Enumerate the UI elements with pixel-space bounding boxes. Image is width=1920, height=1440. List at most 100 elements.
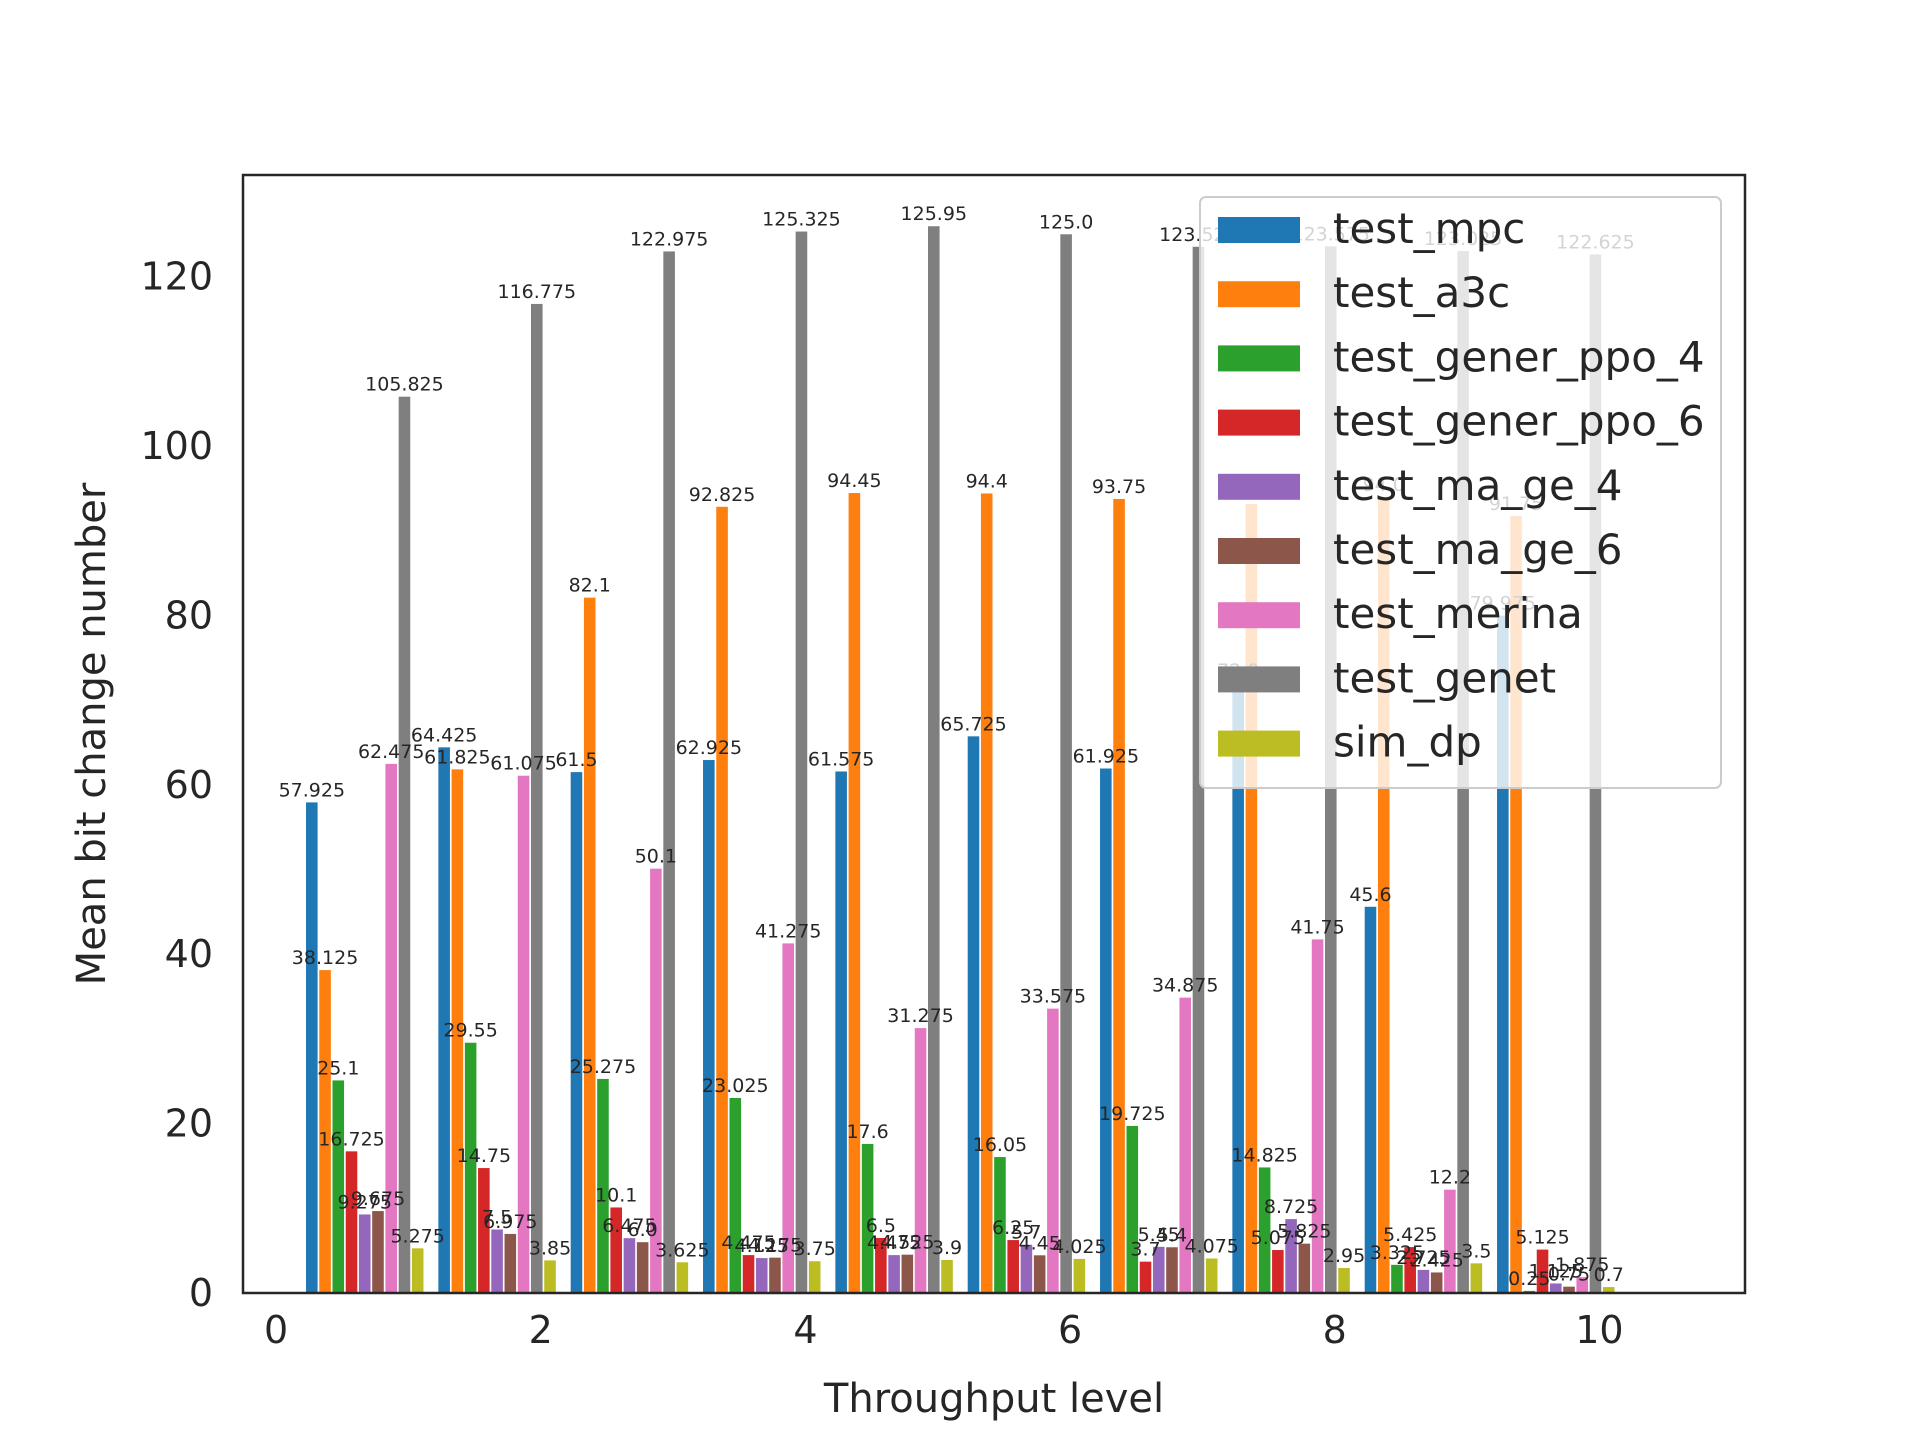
- bar-label-sim_dp-1: 3.85: [529, 1237, 571, 1259]
- legend-label-test_merina: test_merina: [1333, 589, 1583, 638]
- bar-test_mpc-4: [835, 771, 847, 1293]
- bar-sim_dp-0: [411, 1248, 424, 1293]
- bar-label-test_ma_ge_6-0: 9.675: [351, 1188, 405, 1210]
- bar-sim_dp-5: [1073, 1258, 1086, 1293]
- bar-label-test_gener_ppo_6-7: 5.075: [1251, 1227, 1305, 1249]
- bar-test_gener_ppo_4-5: [994, 1157, 1006, 1293]
- bar-label-test_ma_ge_4-7: 8.725: [1264, 1196, 1318, 1218]
- legend-swatch-test_ma_ge_6: [1218, 538, 1300, 564]
- legend-swatch-test_merina: [1218, 602, 1300, 629]
- bar-label-test_ma_ge_6-9: 0.75: [1548, 1264, 1590, 1286]
- legend-swatch-test_gener_ppo_4: [1218, 345, 1300, 372]
- y-tick-label-0: 0: [189, 1271, 213, 1315]
- bar-test_mpc-5: [967, 736, 980, 1293]
- bar-label-test_gener_ppo_4-2: 25.275: [570, 1056, 636, 1078]
- bar-label-sim_dp-9: 0.7: [1594, 1264, 1624, 1286]
- bar-test_mpc-0: [306, 802, 318, 1293]
- bar-label-test_ma_ge_6-1: 6.975: [483, 1211, 537, 1233]
- bar-test_merina-2: [650, 868, 662, 1293]
- bar-test_gener_ppo_6-2: [610, 1207, 622, 1293]
- bar-label-test_gener_ppo_4-4: 17.6: [846, 1121, 888, 1143]
- bar-label-test_merina-9: 1.875: [1555, 1254, 1609, 1276]
- y-tick-label-80: 80: [165, 593, 213, 637]
- bar-test_ma_ge_6-1: [504, 1233, 517, 1293]
- bar-test_mpc-9: [1497, 615, 1509, 1293]
- bar-label-test_ma_ge_6-4: 4.525: [880, 1232, 934, 1254]
- bar-sim_dp-8: [1470, 1263, 1483, 1293]
- bar-test_ma_ge_4-0: [358, 1214, 371, 1293]
- bar-label-test_ma_ge_4-6: 5.45: [1138, 1224, 1180, 1246]
- bar-label-sim_dp-4: 3.9: [932, 1237, 962, 1259]
- bar-label-test_gener_ppo_6-1: 14.75: [457, 1145, 511, 1167]
- bar-label-test_a3c-6: 93.75: [1092, 476, 1146, 498]
- legend-label-test_ma_ge_4: test_ma_ge_4: [1333, 461, 1623, 510]
- bar-test_merina-0: [385, 763, 398, 1293]
- bar-test_a3c-7: [1245, 504, 1258, 1293]
- bar-test_genet-3: [795, 231, 808, 1293]
- bar-test_merina-5: [1047, 1008, 1059, 1293]
- bar-label-test_merina-2: 50.1: [635, 846, 677, 868]
- bar-test_a3c-0: [319, 970, 331, 1293]
- bar-label-test_ma_ge_6-7: 5.825: [1277, 1221, 1331, 1243]
- legend-swatch-sim_dp: [1218, 730, 1300, 757]
- bar-test_ma_ge_6-2: [636, 1242, 649, 1293]
- bar-test_a3c-4: [848, 493, 861, 1293]
- bar-test_merina-7: [1311, 939, 1324, 1293]
- bar-test_ma_ge_4-3: [755, 1258, 768, 1293]
- bar-labels-layer: 57.925 64.425 61.5 62.925 61.575 65.725 61.925…: [279, 203, 1635, 1290]
- bar-test_gener_ppo_6-4: [875, 1237, 887, 1293]
- legend-label-test_genet: test_genet: [1333, 653, 1556, 702]
- bar-test_genet-6: [1192, 246, 1205, 1293]
- bar-label-test_gener_ppo_4-0: 25.1: [317, 1057, 359, 1079]
- bar-label-test_gener_ppo_4-1: 29.55: [443, 1020, 497, 1042]
- bar-sim_dp-3: [808, 1261, 821, 1293]
- bar-sim_dp-6: [1205, 1258, 1218, 1293]
- x-tick-label-0: 0: [264, 1308, 288, 1352]
- bar-label-test_mpc-4: 61.575: [808, 748, 874, 770]
- bar-label-test_gener_ppo_6-2: 10.1: [595, 1184, 637, 1206]
- bar-label-sim_dp-0: 5.275: [390, 1225, 444, 1247]
- legend-items: test_mpc test_a3c test_gener_ppo_4 test_gen…: [1218, 204, 1705, 767]
- bar-test_genet-2: [663, 251, 675, 1294]
- bar-label-test_merina-3: 41.275: [755, 920, 821, 942]
- bar-label-test_genet-1: 116.775: [497, 281, 576, 303]
- bar-label-test_merina-7: 41.75: [1290, 916, 1344, 938]
- bar-label-test_ma_ge_6-8: 2.425: [1409, 1249, 1463, 1271]
- bar-test_gener_ppo_4-6: [1126, 1125, 1139, 1293]
- bar-label-test_mpc-3: 62.925: [676, 737, 742, 759]
- y-tick-label-120: 120: [140, 255, 213, 299]
- bar-test_merina-1: [517, 775, 530, 1293]
- bar-test_ma_ge_6-3: [769, 1257, 781, 1293]
- x-tick-label-4: 4: [793, 1308, 817, 1352]
- bar-label-test_merina-6: 34.875: [1152, 975, 1218, 997]
- bar-test_merina-4: [914, 1028, 927, 1293]
- bar-test_gener_ppo_6-9: [1536, 1249, 1549, 1293]
- bar-test_gener_ppo_6-1: [478, 1168, 490, 1293]
- bar-label-test_merina-1: 61.075: [490, 753, 556, 775]
- bar-sim_dp-4: [941, 1259, 953, 1293]
- y-tick-label-20: 20: [165, 1102, 213, 1146]
- bar-label-sim_dp-7: 2.95: [1323, 1245, 1365, 1267]
- bar-test_merina-3: [782, 943, 795, 1293]
- bar-test_ma_ge_4-5: [1020, 1244, 1033, 1293]
- bar-test_a3c-1: [451, 769, 464, 1293]
- bar-label-test_gener_ppo_6-4: 6.5: [866, 1215, 896, 1237]
- legend-label-test_gener_ppo_4: test_gener_ppo_4: [1333, 332, 1705, 381]
- bar-test_a3c-3: [716, 506, 728, 1293]
- bar-test_gener_ppo_4-0: [332, 1080, 345, 1293]
- bar-test_a3c-6: [1113, 498, 1125, 1294]
- bar-test_a3c-8: [1377, 496, 1390, 1294]
- bar-label-test_gener_ppo_4-9: 0.25: [1508, 1268, 1550, 1290]
- bar-label-test_genet-2: 122.975: [630, 228, 709, 250]
- bar-label-test_ma_ge_4-5: 5.7: [1011, 1222, 1041, 1244]
- bar-test_ma_ge_4-7: [1285, 1219, 1297, 1293]
- bar-test_genet-4: [928, 226, 940, 1294]
- bar-label-test_gener_ppo_6-9: 5.125: [1515, 1227, 1569, 1249]
- bar-test_a3c-9: [1510, 515, 1522, 1293]
- legend-swatch-test_ma_ge_4: [1218, 473, 1300, 500]
- bar-label-test_a3c-2: 82.1: [569, 575, 611, 597]
- bar-label-sim_dp-8: 3.5: [1461, 1240, 1491, 1262]
- bar-label-test_gener_ppo_4-6: 19.725: [1099, 1103, 1165, 1125]
- bar-label-test_gener_ppo_4-7: 14.825: [1231, 1144, 1297, 1166]
